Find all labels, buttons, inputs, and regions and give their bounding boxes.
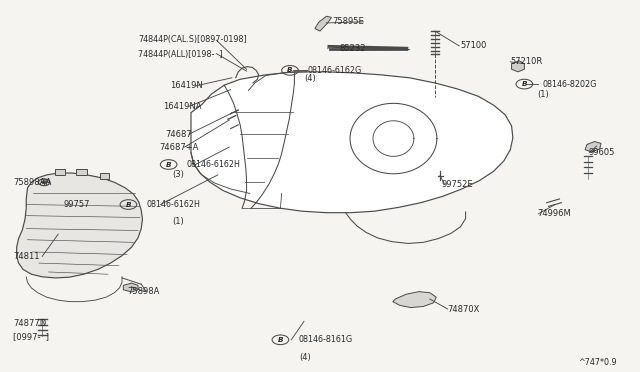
Text: 75898A: 75898A <box>127 287 159 296</box>
Text: 99605: 99605 <box>588 148 614 157</box>
Text: 57100: 57100 <box>461 41 487 51</box>
Text: 16419NA: 16419NA <box>164 102 202 111</box>
Text: B: B <box>278 337 283 343</box>
Text: 74687+A: 74687+A <box>159 142 198 151</box>
Polygon shape <box>124 283 138 292</box>
Text: [0997-  ]: [0997- ] <box>13 332 49 341</box>
Polygon shape <box>55 169 65 175</box>
Text: (3): (3) <box>172 170 184 179</box>
Text: B: B <box>522 81 527 87</box>
Text: 99752E: 99752E <box>442 180 473 189</box>
Text: 08146-6162H: 08146-6162H <box>147 200 200 209</box>
Text: (4): (4) <box>304 74 316 83</box>
Text: 74811: 74811 <box>13 252 40 261</box>
Polygon shape <box>585 141 601 152</box>
Text: 74844P(CAL.S)[0897-0198]: 74844P(CAL.S)[0897-0198] <box>138 35 247 44</box>
Polygon shape <box>393 292 436 308</box>
Text: 74996M: 74996M <box>537 209 571 218</box>
Polygon shape <box>315 16 332 31</box>
Text: (1): (1) <box>537 90 549 99</box>
Text: 74870X: 74870X <box>448 305 480 314</box>
Polygon shape <box>17 173 143 278</box>
Text: 85232: 85232 <box>339 44 365 52</box>
Text: 74844P(ALL)[0198-  ]: 74844P(ALL)[0198- ] <box>138 50 223 59</box>
Text: 08146-6162G: 08146-6162G <box>308 66 362 75</box>
Text: 08146-6162H: 08146-6162H <box>186 160 241 169</box>
Polygon shape <box>191 72 513 213</box>
Polygon shape <box>100 173 109 179</box>
Text: 74687: 74687 <box>166 129 192 139</box>
Text: ^747*0.9: ^747*0.9 <box>579 357 617 366</box>
Text: 57210R: 57210R <box>510 57 543 66</box>
Text: (1): (1) <box>172 218 184 227</box>
Text: 16419N: 16419N <box>170 81 203 90</box>
Text: 08146-8202G: 08146-8202G <box>542 80 596 89</box>
Text: B: B <box>166 161 172 167</box>
Polygon shape <box>511 61 524 72</box>
Text: B: B <box>125 202 131 208</box>
Circle shape <box>42 181 47 184</box>
Text: 75895E: 75895E <box>333 17 365 26</box>
Polygon shape <box>76 169 87 175</box>
Text: B: B <box>287 67 292 73</box>
Text: 74877D: 74877D <box>13 320 47 328</box>
Text: (4): (4) <box>300 353 311 362</box>
Text: 08146-8161G: 08146-8161G <box>298 335 353 344</box>
Text: 99757: 99757 <box>63 200 90 209</box>
Text: 75898AA: 75898AA <box>13 178 52 187</box>
